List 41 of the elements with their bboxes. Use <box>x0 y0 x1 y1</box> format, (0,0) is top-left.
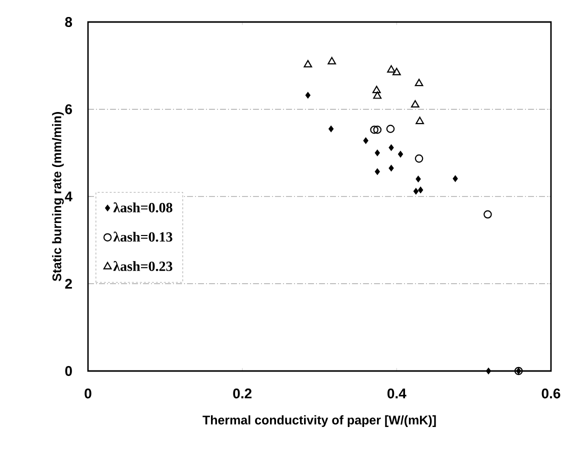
x-tick-label: 0.4 <box>387 388 406 398</box>
point <box>416 176 421 182</box>
point <box>388 164 394 172</box>
point <box>374 150 380 156</box>
point <box>305 92 310 98</box>
y-axis-title: Static burning rate (mm/min) <box>52 112 64 282</box>
point <box>304 60 312 68</box>
y-tick-label: 4 <box>64 192 72 202</box>
point <box>328 56 336 64</box>
legend-label: λash=0.23 <box>113 261 172 272</box>
point <box>363 138 368 144</box>
y-tick-label: 6 <box>65 104 72 114</box>
point <box>387 65 396 73</box>
x-tick-label: 0 <box>84 388 92 398</box>
x-tick-label: 0.6 <box>542 388 560 398</box>
x-tick-label: 0.2 <box>233 388 252 398</box>
point <box>373 126 382 134</box>
point <box>413 188 418 194</box>
point <box>372 86 381 94</box>
point <box>416 116 424 124</box>
point <box>414 78 424 86</box>
point <box>374 168 380 175</box>
y-tick-label: 8 <box>65 17 72 27</box>
x-axis-title: Thermal conductivity of paper [W/(mK)] <box>202 415 436 427</box>
point <box>386 124 395 134</box>
point <box>398 151 404 158</box>
y-tick-label: 2 <box>65 278 72 289</box>
point <box>486 368 491 374</box>
legend-label: λash=0.13 <box>113 232 172 242</box>
point <box>452 175 458 182</box>
point <box>484 210 492 219</box>
point <box>392 68 401 76</box>
point <box>373 91 382 99</box>
point <box>370 126 378 134</box>
point <box>418 186 424 194</box>
point <box>328 126 334 132</box>
y-tick-label: 0 <box>65 366 72 376</box>
point <box>388 144 394 151</box>
point <box>414 154 424 163</box>
point <box>410 100 420 108</box>
legend-label: λash=0.08 <box>113 202 172 212</box>
